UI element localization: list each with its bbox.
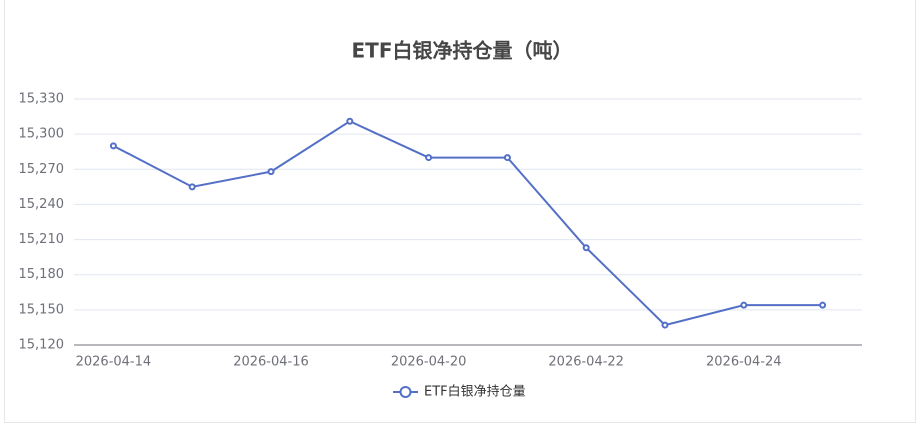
y-tick-label: 15,270 [19,162,65,177]
point [819,301,827,309]
x-tick-label: 2026-04-14 [76,355,152,370]
x-tick-label: 2026-04-22 [548,355,624,370]
y-tick-label: 15,240 [19,197,65,212]
y-tick-label: 15,120 [19,338,65,353]
point [582,244,590,252]
point [109,142,117,150]
panel [4,0,916,423]
x-tick-label: 2026-04-20 [391,355,467,370]
y-tick-label: 15,330 [19,92,65,107]
y-tick-label: 15,180 [19,267,65,282]
point [346,117,354,125]
x-tick-label: 2026-04-16 [233,355,309,370]
x-tick-label: 2026-04-24 [706,355,782,370]
point [503,154,511,162]
point [740,301,748,309]
line [112,120,823,327]
chart-title: ETF白银净持仓量（吨） [352,39,573,63]
point [425,154,433,162]
y-tick-label: 15,210 [19,232,65,247]
point [661,321,669,329]
point [188,183,196,191]
y-tick-label: 15,150 [19,302,65,317]
point [267,168,275,176]
legend-label: ETF白银净持仓量 [424,384,526,400]
legend-marker [399,386,412,398]
y-tick-label: 15,300 [19,127,65,142]
